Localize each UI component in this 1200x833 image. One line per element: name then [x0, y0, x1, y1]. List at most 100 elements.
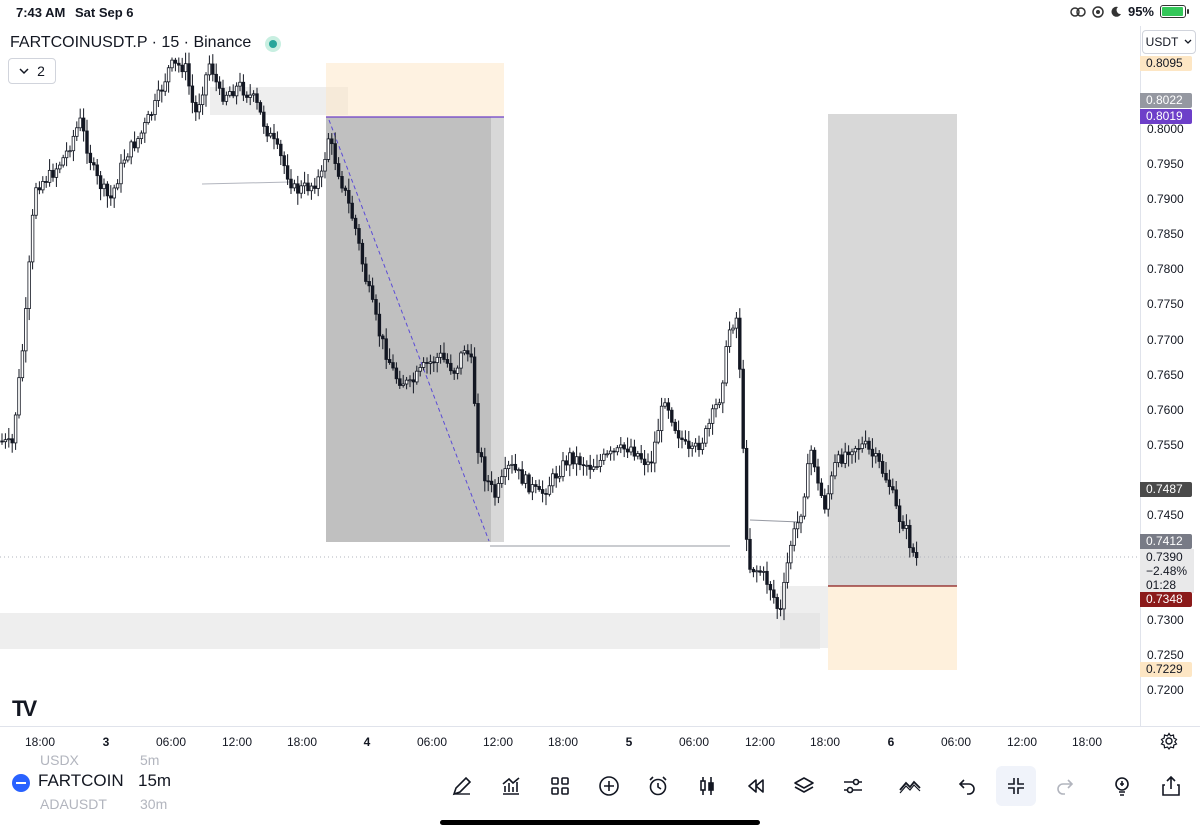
short-position-target-area[interactable] [326, 117, 504, 542]
status-icons: 95% [1070, 4, 1189, 19]
add-button[interactable] [589, 766, 629, 806]
candle-body [537, 486, 541, 490]
candle-body [540, 489, 545, 494]
candle-body [483, 456, 487, 482]
status-time: 7:43 AM [16, 5, 66, 20]
tradingview-logo[interactable]: TV [12, 696, 37, 721]
candle-body [54, 168, 59, 178]
price-tag-stop-loss: 0.7348 [1140, 592, 1192, 607]
candle-body [819, 482, 824, 496]
short-position-stop-area[interactable] [326, 63, 504, 117]
trend-dashed-line[interactable] [328, 119, 490, 542]
bottom-toolbar: USDX 5m FARTCOIN 15m ADAUSDT 30m [0, 752, 1200, 833]
demand-zone[interactable] [0, 613, 820, 649]
alert-button[interactable] [638, 766, 678, 806]
long-position-target-area[interactable] [828, 114, 957, 586]
settings-button[interactable] [833, 766, 873, 806]
ghost-symbol-above: USDX [40, 752, 79, 768]
time-tick-label: 18:00 [1071, 735, 1103, 749]
chart-pane[interactable]: FARTCOINUSDT.P · 15 · Binance 2 TV [0, 26, 1140, 726]
ideas-button[interactable] [1102, 766, 1142, 806]
add-icon [599, 776, 619, 796]
exit-fullscreen-button[interactable] [996, 766, 1036, 806]
time-axis[interactable]: 18:00 3 06:00 12:00 18:00 4 06:00 12:00 18:00 5 06… [0, 726, 1200, 756]
time-tick-label: 06:00 [416, 735, 448, 749]
candle-body [778, 608, 783, 610]
status-bar: 7:43 AM Sat Sep 6 95% [0, 0, 1200, 26]
undo-icon [958, 779, 975, 795]
candle-body [109, 195, 113, 199]
gear-icon[interactable] [1160, 732, 1178, 750]
candle-body [670, 409, 674, 423]
candle-body [224, 94, 229, 102]
candle-body [486, 480, 490, 483]
candle-body [656, 430, 660, 443]
candle-body [904, 525, 909, 529]
trend-tools-button[interactable] [890, 766, 930, 806]
candle-body [724, 346, 728, 384]
demand-zone-small[interactable] [780, 586, 828, 648]
horizontal-ray-1[interactable] [201, 181, 291, 185]
indicators-button[interactable] [491, 766, 531, 806]
redo-icon [1057, 779, 1074, 795]
candle-body [41, 181, 45, 191]
candle-body [683, 439, 688, 442]
candle-body [860, 443, 864, 449]
candle-body [459, 352, 463, 369]
share-button[interactable] [1151, 766, 1191, 806]
candle-body [204, 74, 208, 96]
candle-body [884, 472, 888, 481]
indicators-count: 2 [37, 63, 45, 79]
candle-body [738, 317, 742, 370]
candle-body [149, 114, 154, 116]
candle-body [98, 175, 103, 190]
time-tick-label: 18:00 [547, 735, 579, 749]
layout-button[interactable] [540, 766, 580, 806]
chart-type-button[interactable] [687, 766, 727, 806]
candle-body [425, 362, 429, 364]
redo-button[interactable] [1045, 766, 1085, 806]
candle-body [262, 111, 266, 127]
candle-body [874, 453, 878, 457]
candle-body [894, 489, 898, 507]
symbol-picker[interactable]: FARTCOIN [38, 771, 124, 790]
price-tag-level: 0.7412 [1140, 534, 1192, 549]
horizontal-ray-3[interactable] [749, 519, 801, 523]
symbol-title[interactable]: FARTCOINUSDT.P · 15 · Binance [10, 34, 252, 51]
candle-body [432, 361, 436, 364]
candle-body [775, 597, 779, 609]
price-axis[interactable] [1140, 26, 1200, 726]
candle-body [207, 63, 212, 76]
object-tree-button[interactable] [784, 766, 824, 806]
candle-body [17, 377, 21, 416]
undo-button[interactable] [947, 766, 987, 806]
time-tick-label: 6 [887, 735, 895, 749]
coin-logo-icon [12, 774, 30, 792]
candle-body [449, 362, 453, 372]
indicators-collapse-button[interactable]: 2 [8, 58, 56, 84]
candle-body [180, 64, 184, 73]
candle-body [646, 461, 650, 466]
replay-icon [748, 779, 764, 793]
candle-body [608, 450, 613, 455]
last-price-change: −2.48% [1146, 564, 1188, 578]
candle-body [258, 102, 263, 113]
candle-body [639, 453, 643, 460]
candle-body [197, 104, 201, 113]
candle-body [374, 299, 378, 315]
drawing-tools-button[interactable] [442, 766, 482, 806]
candle-body [755, 570, 759, 573]
candle-body [122, 159, 127, 164]
interval-picker[interactable]: 15m [138, 771, 172, 790]
currency-select[interactable]: USDT [1142, 30, 1196, 54]
long-position-stop-area[interactable] [828, 586, 957, 670]
idea-icon [1115, 777, 1129, 796]
candle-body [768, 584, 773, 591]
time-tick-label: 12:00 [482, 735, 514, 749]
candle-body [496, 483, 501, 498]
replay-button[interactable] [736, 766, 776, 806]
screen-mirror-icon [1070, 6, 1086, 17]
price-chart[interactable] [0, 26, 1140, 726]
candle-body [340, 176, 344, 189]
candle-body [268, 132, 273, 137]
